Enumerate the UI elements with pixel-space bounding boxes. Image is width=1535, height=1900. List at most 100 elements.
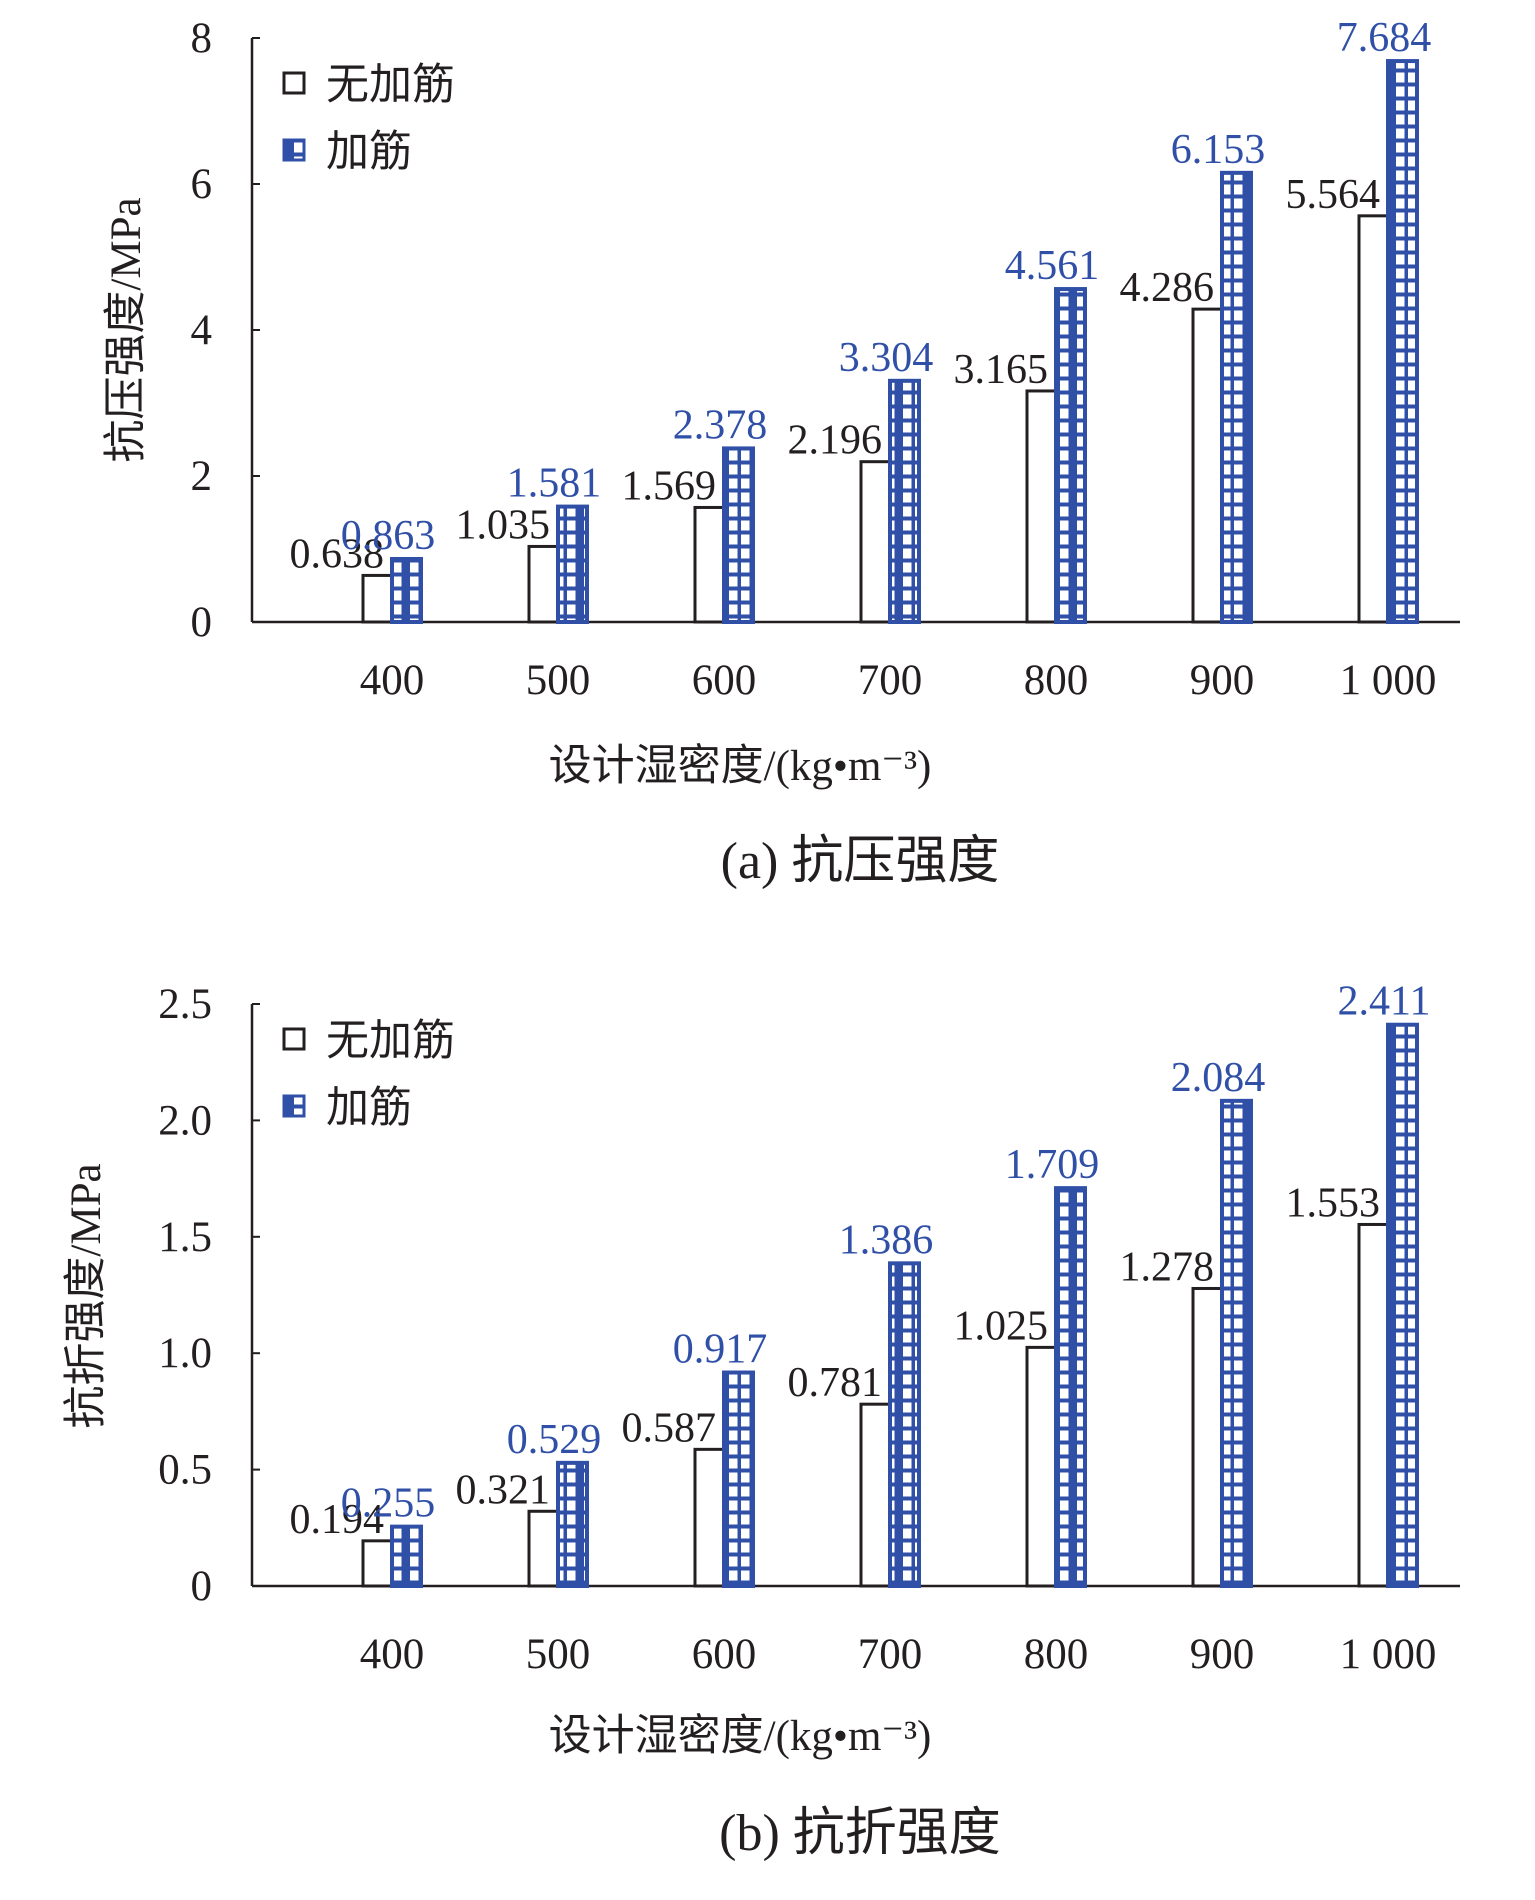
data-label-reinforced: 4.561: [1005, 243, 1100, 289]
data-label-reinforced: 0.255: [341, 1481, 436, 1527]
data-label-reinforced: 1.386: [839, 1217, 934, 1263]
legend-label: 加筋: [326, 129, 412, 176]
data-label-plain: 5.564: [1286, 172, 1381, 218]
bar-reinforced: [390, 1524, 423, 1588]
bar-plain: [859, 1402, 892, 1588]
y-tick-label: 0: [191, 599, 213, 646]
bar-reinforced: [1054, 287, 1087, 624]
bar-plain: [361, 573, 394, 624]
y-axis-title: 抗压强度/MPa: [102, 197, 150, 462]
y-tick-label: 1.0: [158, 1330, 212, 1377]
data-label-plain: 1.553: [1286, 1180, 1381, 1226]
x-tick-label: 800: [1024, 1631, 1089, 1678]
data-label-reinforced: 7.684: [1337, 15, 1432, 61]
legend-label: 加筋: [326, 1085, 412, 1132]
x-tick-label: 600: [692, 1631, 757, 1678]
x-tick-label: 600: [692, 657, 757, 704]
bar-reinforced: [888, 1261, 921, 1589]
legend-label: 无加筋: [326, 1018, 455, 1065]
bar-plain: [527, 1509, 560, 1588]
data-label-reinforced: 1.709: [1005, 1142, 1100, 1188]
chart-flexural: 00.51.01.52.02.54000.1940.2555000.3210.5…: [62, 979, 1460, 1862]
bar-reinforced: [1054, 1186, 1087, 1588]
x-tick-label: 1 000: [1340, 1631, 1437, 1678]
x-axis-title: 设计湿密度/(kg•m⁻³): [549, 742, 932, 790]
bar-plain: [1025, 389, 1058, 624]
bar-plain: [693, 1447, 726, 1588]
data-label-plain: 1.278: [1120, 1244, 1215, 1290]
data-label-reinforced: 0.863: [341, 513, 436, 559]
y-tick-label: 2: [191, 453, 213, 500]
bar-reinforced: [722, 446, 755, 624]
x-tick-label: 400: [360, 657, 425, 704]
bar-plain: [1191, 307, 1224, 624]
y-tick-label: 0.5: [158, 1447, 212, 1494]
data-label-plain: 1.025: [954, 1303, 1049, 1349]
data-label-reinforced: 0.529: [507, 1417, 602, 1463]
x-tick-label: 700: [858, 657, 923, 704]
bar-reinforced: [556, 504, 589, 625]
y-tick-label: 0: [191, 1563, 213, 1610]
data-label-reinforced: 0.917: [673, 1327, 768, 1373]
data-label-plain: 2.196: [788, 418, 883, 464]
y-tick-label: 4: [191, 307, 213, 354]
y-tick-label: 2.5: [158, 981, 212, 1028]
data-label-plain: 1.035: [456, 502, 551, 548]
data-label-reinforced: 1.581: [507, 461, 602, 507]
bar-plain: [693, 505, 726, 624]
legend-swatch-plain: [282, 1027, 306, 1051]
y-tick-label: 1.5: [158, 1214, 212, 1261]
bar-plain: [1025, 1345, 1058, 1588]
caption: (a) 抗压强度: [721, 833, 1000, 890]
bar-plain: [859, 460, 892, 624]
bar-plain: [1357, 214, 1390, 624]
legend-swatch-reinforced: [282, 138, 306, 162]
x-tick-label: 700: [858, 1631, 923, 1678]
bar-reinforced: [722, 1370, 755, 1589]
caption: (b) 抗折强度: [719, 1805, 1001, 1862]
bar-reinforced: [1386, 1022, 1419, 1589]
bar-plain: [1191, 1286, 1224, 1588]
bar-reinforced: [1386, 59, 1419, 625]
data-label-plain: 0.638: [290, 531, 385, 577]
y-tick-label: 6: [191, 161, 213, 208]
bar-reinforced: [556, 1460, 589, 1588]
data-label-plain: 0.321: [456, 1467, 551, 1513]
data-label-reinforced: 6.153: [1171, 127, 1266, 173]
x-axis-title: 设计湿密度/(kg•m⁻³): [549, 1712, 932, 1760]
bar-plain: [361, 1539, 394, 1588]
bar-plain: [527, 544, 560, 624]
x-tick-label: 900: [1190, 1631, 1255, 1678]
bar-reinforced: [1220, 170, 1253, 624]
legend-label: 无加筋: [326, 62, 455, 109]
data-label-reinforced: 2.411: [1338, 979, 1431, 1025]
legend-swatch-plain: [282, 71, 306, 95]
x-tick-label: 1 000: [1340, 657, 1437, 704]
data-label-reinforced: 2.378: [673, 402, 768, 448]
data-label-reinforced: 2.084: [1171, 1055, 1266, 1101]
x-tick-label: 400: [360, 1631, 425, 1678]
bar-reinforced: [1220, 1098, 1253, 1589]
bar-plain: [1357, 1222, 1390, 1588]
data-label-plain: 0.781: [788, 1360, 883, 1406]
bar-reinforced: [390, 557, 423, 624]
y-axis-title: 抗折强度/MPa: [62, 1163, 110, 1428]
bar-reinforced: [888, 378, 921, 625]
data-label-plain: 3.165: [954, 347, 1049, 393]
data-label-reinforced: 3.304: [839, 335, 934, 381]
legend-swatch-reinforced: [282, 1094, 306, 1118]
data-label-plain: 1.569: [622, 463, 717, 509]
x-tick-label: 900: [1190, 657, 1255, 704]
data-label-plain: 0.194: [290, 1497, 385, 1543]
y-tick-label: 8: [191, 15, 213, 62]
x-tick-label: 500: [526, 657, 591, 704]
data-label-plain: 4.286: [1120, 265, 1215, 311]
x-tick-label: 800: [1024, 657, 1089, 704]
y-tick-label: 2.0: [158, 1097, 212, 1144]
x-tick-label: 500: [526, 1631, 591, 1678]
data-label-plain: 0.587: [622, 1405, 717, 1451]
